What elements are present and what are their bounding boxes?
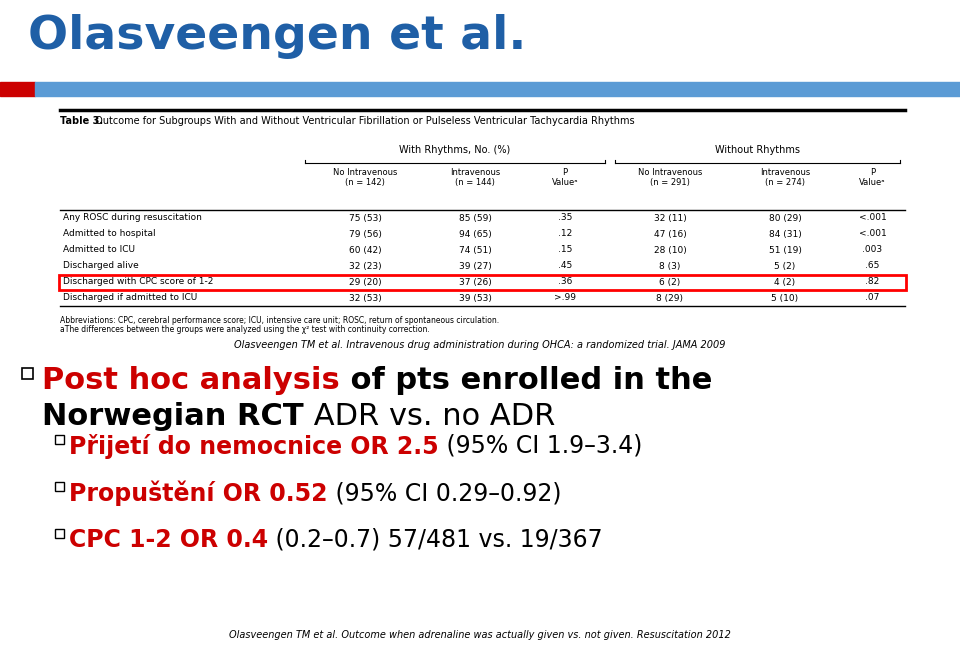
Text: Olasveengen TM et al. Outcome when adrenaline was actually given vs. not given. : Olasveengen TM et al. Outcome when adren… bbox=[229, 630, 731, 640]
Text: Discharged with CPC score of 1-2: Discharged with CPC score of 1-2 bbox=[63, 278, 213, 287]
Bar bbox=[55, 529, 64, 538]
Text: 94 (65): 94 (65) bbox=[459, 229, 492, 239]
Bar bbox=[55, 435, 64, 444]
Text: Outcome for Subgroups With and Without Ventricular Fibrillation or Pulseless Ven: Outcome for Subgroups With and Without V… bbox=[92, 116, 635, 126]
Text: 51 (19): 51 (19) bbox=[769, 246, 802, 255]
Text: (95% CI 1.9–3.4): (95% CI 1.9–3.4) bbox=[439, 434, 642, 458]
Text: Propuštění OR 0.52: Propuštění OR 0.52 bbox=[69, 481, 327, 506]
Text: 60 (42): 60 (42) bbox=[348, 246, 381, 255]
Text: .35: .35 bbox=[558, 213, 572, 222]
Text: 32 (11): 32 (11) bbox=[654, 213, 686, 222]
Bar bbox=[0, 82, 35, 96]
Text: 5 (2): 5 (2) bbox=[775, 261, 796, 270]
Text: (0.2–0.7) 57/481 vs. 19/367: (0.2–0.7) 57/481 vs. 19/367 bbox=[268, 528, 603, 552]
Text: 37 (26): 37 (26) bbox=[459, 278, 492, 287]
Text: .65: .65 bbox=[865, 261, 879, 270]
Text: 80 (29): 80 (29) bbox=[769, 213, 802, 222]
Text: .82: .82 bbox=[865, 278, 879, 287]
Text: 79 (56): 79 (56) bbox=[348, 229, 381, 239]
Text: Norwegian RCT: Norwegian RCT bbox=[42, 402, 303, 431]
Text: Discharged alive: Discharged alive bbox=[63, 261, 139, 270]
Text: 74 (51): 74 (51) bbox=[459, 246, 492, 255]
Text: Discharged if admitted to ICU: Discharged if admitted to ICU bbox=[63, 294, 197, 302]
Text: .15: .15 bbox=[558, 246, 572, 255]
Text: 8 (3): 8 (3) bbox=[660, 261, 681, 270]
Text: aThe differences between the groups were analyzed using the χ² test with continu: aThe differences between the groups were… bbox=[60, 325, 430, 334]
Text: CPC 1-2 OR 0.4: CPC 1-2 OR 0.4 bbox=[69, 528, 268, 552]
Text: Olasveengen TM et al. Intravenous drug administration during OHCA: a randomized : Olasveengen TM et al. Intravenous drug a… bbox=[234, 340, 726, 350]
Text: .12: .12 bbox=[558, 229, 572, 239]
Text: 32 (53): 32 (53) bbox=[348, 294, 381, 302]
Text: Olasveengen et al.: Olasveengen et al. bbox=[28, 14, 526, 59]
Text: Abbreviations: CPC, cerebral performance score; ICU, intensive care unit; ROSC, : Abbreviations: CPC, cerebral performance… bbox=[60, 316, 499, 325]
Text: Any ROSC during resuscitation: Any ROSC during resuscitation bbox=[63, 213, 202, 222]
Text: Admitted to ICU: Admitted to ICU bbox=[63, 246, 135, 255]
Text: >.99: >.99 bbox=[554, 294, 576, 302]
Text: <.001: <.001 bbox=[858, 229, 886, 239]
Text: Přijetí do nemocnice OR 2.5: Přijetí do nemocnice OR 2.5 bbox=[69, 434, 439, 459]
Bar bbox=[59, 274, 906, 290]
Text: 29 (20): 29 (20) bbox=[348, 278, 381, 287]
Text: ADR vs. no ADR: ADR vs. no ADR bbox=[303, 402, 555, 431]
Text: (95% CI 0.29–0.92): (95% CI 0.29–0.92) bbox=[327, 481, 561, 505]
Text: Intravenous
(n = 274): Intravenous (n = 274) bbox=[760, 168, 810, 187]
Text: 32 (23): 32 (23) bbox=[348, 261, 381, 270]
Text: No Intravenous
(n = 291): No Intravenous (n = 291) bbox=[637, 168, 702, 187]
Text: 39 (27): 39 (27) bbox=[459, 261, 492, 270]
Text: 8 (29): 8 (29) bbox=[657, 294, 684, 302]
Text: <.001: <.001 bbox=[858, 213, 886, 222]
Text: .07: .07 bbox=[865, 294, 879, 302]
Text: Post hoc analysis: Post hoc analysis bbox=[42, 366, 340, 395]
Text: .36: .36 bbox=[558, 278, 572, 287]
Text: With Rhythms, No. (%): With Rhythms, No. (%) bbox=[399, 145, 511, 155]
Text: No Intravenous
(n = 142): No Intravenous (n = 142) bbox=[333, 168, 397, 187]
Bar bbox=[55, 482, 64, 491]
Text: Without Rhythms: Without Rhythms bbox=[715, 145, 800, 155]
Text: 84 (31): 84 (31) bbox=[769, 229, 802, 239]
Text: .003: .003 bbox=[862, 246, 882, 255]
Text: of pts enrolled in the: of pts enrolled in the bbox=[340, 366, 712, 395]
Text: 6 (2): 6 (2) bbox=[660, 278, 681, 287]
Text: 5 (10): 5 (10) bbox=[772, 294, 799, 302]
Text: 75 (53): 75 (53) bbox=[348, 213, 381, 222]
Text: P
Valueᵃ: P Valueᵃ bbox=[859, 168, 886, 187]
Text: 28 (10): 28 (10) bbox=[654, 246, 686, 255]
Bar bbox=[35, 82, 960, 96]
Text: Intravenous
(n = 144): Intravenous (n = 144) bbox=[450, 168, 500, 187]
Text: 47 (16): 47 (16) bbox=[654, 229, 686, 239]
Text: .45: .45 bbox=[558, 261, 572, 270]
Text: 39 (53): 39 (53) bbox=[459, 294, 492, 302]
Text: Table 3.: Table 3. bbox=[60, 116, 103, 126]
Text: 4 (2): 4 (2) bbox=[775, 278, 796, 287]
Text: Admitted to hospital: Admitted to hospital bbox=[63, 229, 156, 239]
Text: 85 (59): 85 (59) bbox=[459, 213, 492, 222]
Bar bbox=[22, 368, 33, 379]
Text: P
Valueᵃ: P Valueᵃ bbox=[552, 168, 578, 187]
